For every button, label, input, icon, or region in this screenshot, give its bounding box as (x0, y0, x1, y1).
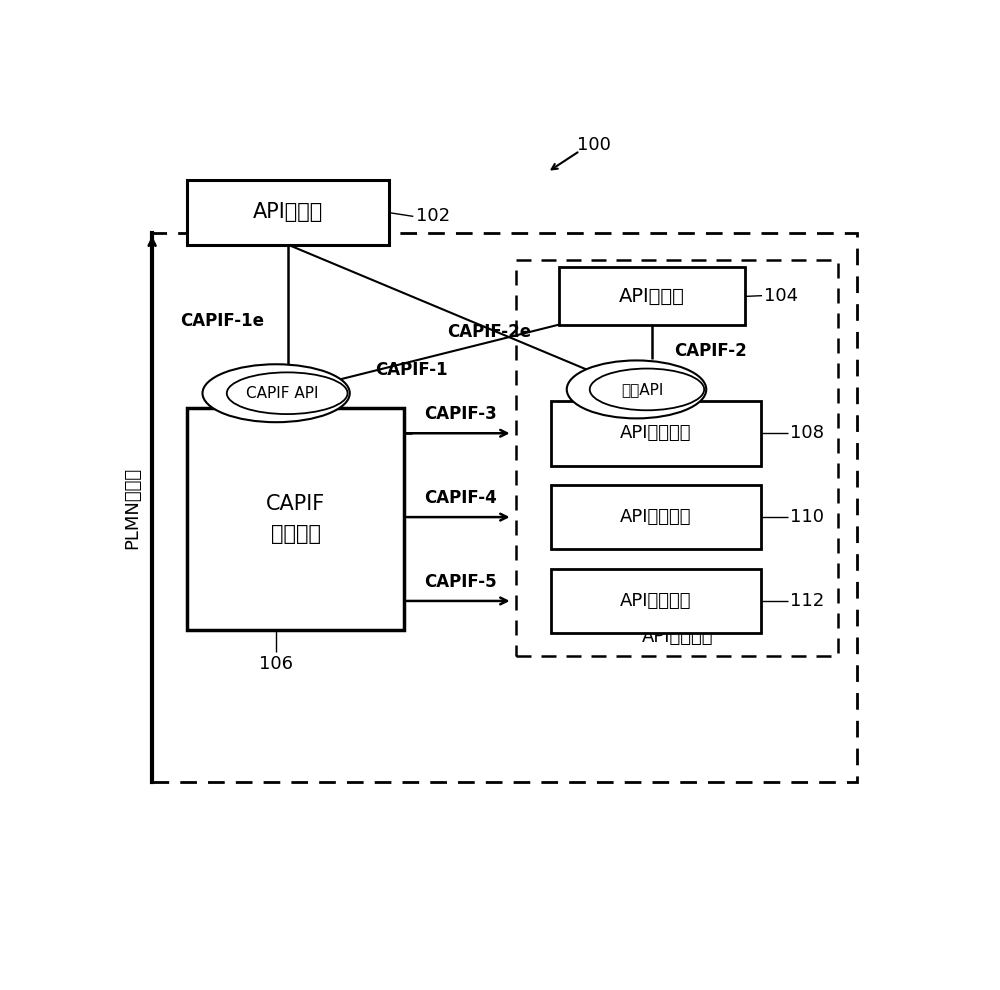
Text: CAPIF-1: CAPIF-1 (375, 361, 448, 379)
Bar (516, 259, 838, 656)
Text: 100: 100 (577, 137, 611, 154)
Text: 104: 104 (764, 287, 798, 305)
Bar (559, 267, 745, 325)
Ellipse shape (227, 372, 348, 414)
Text: PLMN信任域: PLMN信任域 (124, 466, 142, 548)
Text: CAPIF-5: CAPIF-5 (424, 573, 496, 591)
Text: API调用者: API调用者 (619, 286, 685, 306)
Text: CAPIF-2: CAPIF-2 (674, 343, 746, 360)
Text: API提供者域: API提供者域 (641, 629, 713, 646)
Text: 102: 102 (416, 207, 450, 226)
Bar (187, 180, 388, 245)
Text: CAPIF-2e: CAPIF-2e (447, 324, 531, 342)
Text: 106: 106 (259, 654, 293, 673)
Text: API发布功能: API发布功能 (620, 508, 692, 526)
Bar (551, 568, 761, 634)
Bar (551, 401, 761, 465)
Ellipse shape (567, 360, 706, 419)
Text: CAPIF-1e: CAPIF-1e (180, 312, 264, 330)
Text: API调用者: API调用者 (253, 202, 323, 222)
Text: CAPIF-4: CAPIF-4 (424, 489, 497, 507)
Bar (187, 409, 404, 630)
Ellipse shape (590, 368, 704, 410)
Text: 112: 112 (790, 592, 824, 610)
Text: 服务API: 服务API (621, 382, 663, 397)
Text: CAPIF
核心功能: CAPIF 核心功能 (266, 494, 325, 544)
Text: CAPIF-3: CAPIF-3 (424, 405, 497, 423)
Bar (152, 233, 857, 782)
Bar (551, 485, 761, 549)
Ellipse shape (202, 364, 350, 422)
Text: API管理功能: API管理功能 (620, 592, 692, 610)
Text: API暴露功能: API暴露功能 (620, 425, 692, 443)
Text: CAPIF API: CAPIF API (246, 386, 318, 401)
Text: 110: 110 (790, 508, 824, 526)
Text: 108: 108 (790, 424, 824, 442)
